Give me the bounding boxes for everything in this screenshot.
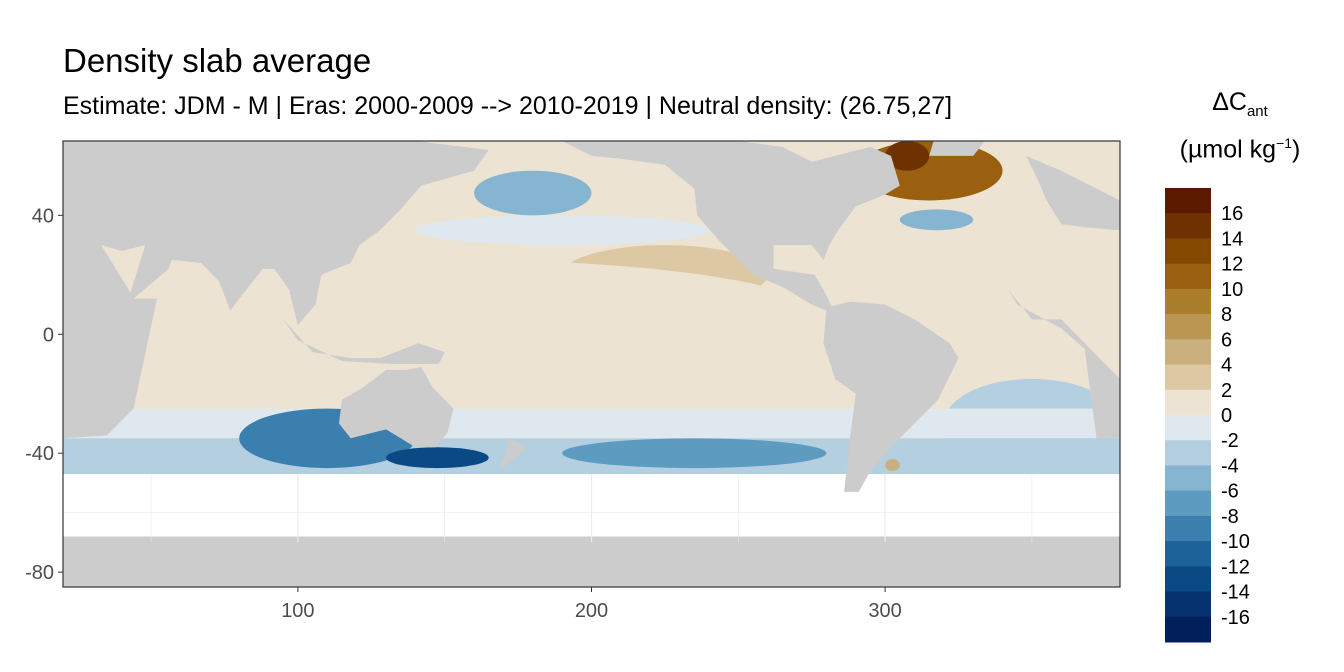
legend-colorbar: 16 14 12 10 8 6 4 2 0 -2 -4 -6 -8 -10 -12 -14 -16 [1165,188,1250,643]
gridlines [63,474,1120,543]
legend-swatch [1165,364,1211,391]
new-zealand-land [497,438,527,471]
legend-swatch [1165,541,1211,567]
legend-swatch [1165,490,1211,517]
legend-label: 4 [1221,355,1232,377]
legend-label: -8 [1221,506,1239,528]
legend-label: 12 [1221,254,1243,276]
legend-swatch [1165,389,1211,416]
legend-unit-superscript: −1 [1276,135,1292,151]
west-africa-land [1008,289,1120,439]
legend-label: 16 [1221,203,1243,225]
x-tick-label: 100 [281,600,314,622]
antarctica-land [63,536,1120,587]
legend-swatch [1165,288,1211,315]
legend-swatch [1165,440,1211,466]
legend-swatch [1165,591,1211,618]
continents [63,141,1120,587]
data-region [562,438,827,469]
data-region [885,141,930,171]
y-tick-label: -80 [25,562,54,584]
chart-subtitle: Estimate: JDM - M | Eras: 2000-2009 --> … [63,92,953,120]
legend-unit-close: ) [1292,135,1301,164]
data-region [474,170,592,216]
legend-label: -2 [1221,430,1239,452]
data-region [899,209,974,231]
legend-swatch [1165,314,1211,340]
legend-swatch [1165,465,1211,492]
chart-title: Density slab average [63,42,372,79]
north-america-land [562,141,900,311]
data-region [914,274,1091,379]
legend-label: 2 [1221,380,1232,402]
legend-swatch [1165,566,1211,593]
data-region [885,459,900,472]
legend-label: 14 [1221,228,1243,250]
australia-land [339,367,454,448]
indonesia-land [283,319,445,364]
legend-label: -12 [1221,556,1250,578]
panel-layer [63,141,1120,587]
red-sea [101,245,146,293]
x-tick-label: 300 [868,600,901,622]
legend-swatch [1165,238,1211,265]
legend-swatch [1165,415,1211,441]
europe-land [1026,155,1120,231]
y-tick-label: 0 [43,324,54,346]
eurasia-africa-land [63,141,489,439]
legend-label: 6 [1221,329,1232,351]
legend-swatch [1165,616,1211,643]
legend-symbol: ΔC [1212,88,1247,116]
legend-swatch [1165,263,1211,290]
y-tick-label: 40 [32,205,54,227]
legend-swatch [1165,213,1211,239]
legend-label: -10 [1221,531,1250,553]
legend-swatch [1165,515,1211,542]
legend-title-symbol: ΔCant [1160,88,1320,120]
x-tick-label: 200 [575,600,608,622]
legend-title-unit: (µmol kg−1) [1160,135,1320,164]
data-region [415,215,709,246]
y-tick-label: -40 [25,443,54,465]
legend-label: -6 [1221,481,1239,503]
legend-swatch [1165,339,1211,366]
data-band-south-1 [63,408,1120,439]
legend-symbol-subscript: ant [1246,103,1268,120]
legend-label: 0 [1221,405,1232,427]
data-region [92,259,827,379]
legend-label: 10 [1221,279,1243,301]
ocean-layer [63,141,1120,475]
data-region [385,447,489,469]
legend-label: -4 [1221,455,1239,477]
south-america-land [823,301,959,492]
legend-label: 8 [1221,304,1232,326]
legend-unit-open: (µmol kg [1179,135,1277,164]
legend-label: -16 [1221,607,1250,629]
greenland-land [929,141,985,156]
legend-swatch [1165,188,1211,214]
legend-label: -14 [1221,582,1250,604]
